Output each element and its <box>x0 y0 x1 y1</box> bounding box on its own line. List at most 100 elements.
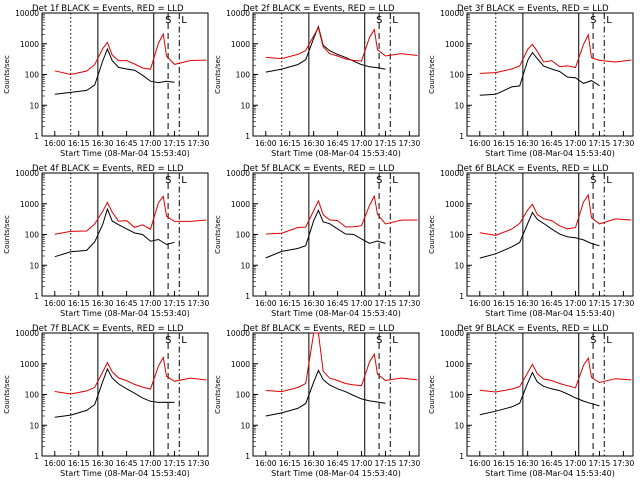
y-tick-label: 1000 <box>20 200 39 209</box>
y-tick-label: 10 <box>454 421 464 430</box>
plot-frame <box>41 12 209 137</box>
marker-l-label: L <box>606 175 612 186</box>
x-tick-label: 17:15 <box>164 459 186 468</box>
y-axis-label: Counts/sec <box>3 55 11 94</box>
x-tick-label: 17:15 <box>375 139 397 148</box>
lld-series-line <box>265 194 418 235</box>
panel-5: Det 5f BLACK = Events, RED = LLD 1 10 100 10… <box>214 164 420 318</box>
x-tick-label: 16:45 <box>541 139 563 148</box>
marker-l-label: L <box>606 15 612 26</box>
marker-s-label: S <box>165 15 171 26</box>
x-tick-label: 17:15 <box>589 299 611 308</box>
panel-7: Det 7f BLACK = Events, RED = LLD 1 10 100 10… <box>3 324 209 478</box>
panel-title: Det 7f BLACK = Events, RED = LLD <box>32 324 184 334</box>
panel-title: Det 4f BLACK = Events, RED = LLD <box>32 164 184 174</box>
x-tick-label: 16:30 <box>92 299 114 308</box>
events-series-line <box>54 47 175 95</box>
y-tick-label: 1 <box>245 292 250 301</box>
y-tick-label: 1000 <box>445 40 464 49</box>
y-tick-label: 10 <box>29 421 39 430</box>
y-tick-label: 10 <box>29 261 39 270</box>
y-tick-label: 1 <box>34 452 39 461</box>
lld-series-line <box>54 356 207 395</box>
y-tick-label: 100 <box>25 391 40 400</box>
panel-title: Det 8f BLACK = Events, RED = LLD <box>243 324 395 334</box>
lld-series-line <box>265 26 418 62</box>
y-tick-label: 10000 <box>15 329 39 338</box>
x-tick-label: 16:00 <box>255 139 277 148</box>
y-tick-label: 100 <box>25 231 40 240</box>
x-tick-label: 16:45 <box>116 459 138 468</box>
events-series-line <box>54 367 175 418</box>
x-tick-label: 17:00 <box>565 139 587 148</box>
marker-s-label: S <box>590 175 596 186</box>
events-series-line <box>479 51 600 96</box>
x-tick-label: 17:30 <box>399 139 421 148</box>
lld-series-line <box>479 356 632 393</box>
y-tick-label: 1000 <box>445 200 464 209</box>
y-tick-label: 1000 <box>20 360 39 369</box>
marker-s-label: S <box>590 335 596 346</box>
x-axis-label: Start Time (08-Mar-04 15:53:40) <box>485 309 615 318</box>
y-tick-label: 1000 <box>20 40 39 49</box>
x-tick-label: 17:00 <box>565 459 587 468</box>
y-tick-label: 1 <box>459 292 464 301</box>
x-tick-label: 16:45 <box>116 139 138 148</box>
x-tick-label: 17:30 <box>188 459 210 468</box>
x-tick-label: 17:15 <box>164 299 186 308</box>
x-axis-label: Start Time (08-Mar-04 15:53:40) <box>60 469 190 478</box>
marker-l-label: L <box>392 15 398 26</box>
x-axis-label: Start Time (08-Mar-04 15:53:40) <box>271 469 401 478</box>
y-tick-label: 1 <box>459 452 464 461</box>
marker-l-label: L <box>181 335 187 346</box>
y-tick-label: 1000 <box>445 360 464 369</box>
y-tick-label: 10000 <box>440 329 464 338</box>
y-tick-label: 10 <box>240 261 250 270</box>
x-tick-label: 16:30 <box>517 299 539 308</box>
plot-frame <box>252 332 420 457</box>
y-tick-label: 100 <box>450 231 465 240</box>
y-tick-label: 100 <box>25 71 40 80</box>
panel-title: Det 2f BLACK = Events, RED = LLD <box>243 4 395 14</box>
y-axis-label: Counts/sec <box>214 55 222 94</box>
y-tick-label: 100 <box>450 391 465 400</box>
events-series-line <box>479 371 600 416</box>
panel-title: Det 1f BLACK = Events, RED = LLD <box>32 4 184 14</box>
y-tick-label: 1000 <box>231 200 250 209</box>
y-tick-label: 10000 <box>440 9 464 18</box>
x-tick-label: 17:00 <box>140 459 162 468</box>
x-axis-label: Start Time (08-Mar-04 15:53:40) <box>271 309 401 318</box>
marker-l-label: L <box>392 175 398 186</box>
x-tick-label: 16:15 <box>68 459 90 468</box>
x-tick-label: 16:45 <box>116 299 138 308</box>
y-axis-label: Counts/sec <box>428 375 436 414</box>
y-tick-label: 1000 <box>231 360 250 369</box>
events-series-line <box>265 25 386 73</box>
y-axis-label: Counts/sec <box>428 215 436 254</box>
x-tick-label: 16:15 <box>68 139 90 148</box>
y-axis-label: Counts/sec <box>3 375 11 414</box>
x-tick-label: 17:00 <box>140 299 162 308</box>
x-tick-label: 16:30 <box>92 459 114 468</box>
marker-s-label: S <box>165 175 171 186</box>
x-tick-label: 16:30 <box>92 139 114 148</box>
x-tick-label: 17:30 <box>399 299 421 308</box>
x-tick-label: 16:30 <box>303 299 325 308</box>
y-tick-label: 1 <box>245 132 250 141</box>
y-tick-label: 1 <box>245 452 250 461</box>
y-tick-label: 10 <box>454 261 464 270</box>
x-tick-label: 16:15 <box>279 459 301 468</box>
x-tick-label: 16:15 <box>279 139 301 148</box>
x-tick-label: 17:00 <box>351 459 373 468</box>
marker-l-label: L <box>606 335 612 346</box>
x-tick-label: 16:45 <box>541 299 563 308</box>
x-tick-label: 16:15 <box>493 299 515 308</box>
events-series-line <box>479 211 600 259</box>
events-series-line <box>54 207 175 258</box>
x-tick-label: 16:45 <box>327 139 349 148</box>
x-tick-label: 16:45 <box>541 459 563 468</box>
x-axis-label: Start Time (08-Mar-04 15:53:40) <box>60 309 190 318</box>
y-axis-label: Counts/sec <box>214 215 222 254</box>
x-tick-label: 17:30 <box>188 139 210 148</box>
panel-3: Det 3f BLACK = Events, RED = LLD 1 10 100 10… <box>428 4 634 158</box>
